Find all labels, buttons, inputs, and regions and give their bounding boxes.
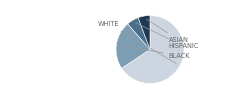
Wedge shape: [116, 24, 150, 68]
Wedge shape: [128, 18, 150, 50]
Text: ASIAN: ASIAN: [147, 19, 189, 43]
Text: BLACK: BLACK: [121, 46, 190, 59]
Wedge shape: [122, 16, 184, 84]
Wedge shape: [138, 16, 150, 50]
Text: WHITE: WHITE: [98, 21, 176, 63]
Text: HISPANIC: HISPANIC: [136, 23, 199, 49]
